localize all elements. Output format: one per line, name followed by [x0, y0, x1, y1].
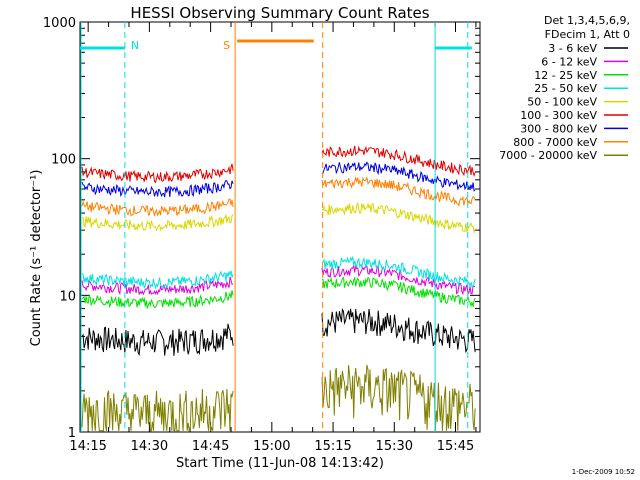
- y-tick-label: 1: [68, 426, 76, 441]
- series-line: [81, 163, 234, 184]
- series-line: [321, 364, 476, 431]
- series-line: [81, 388, 234, 432]
- series-line: [81, 213, 234, 232]
- x-tick-label: 15:15: [314, 439, 351, 454]
- series-line: [321, 145, 476, 178]
- series-line: [321, 263, 476, 296]
- chart-title: HESSI Observing Summary Count Rates: [130, 4, 429, 22]
- series-line: [81, 276, 234, 296]
- series-line: [321, 255, 476, 288]
- legend-header: Det 1,3,4,5,6,9, FDecim 1, Att 0: [544, 14, 630, 41]
- series-line: [81, 270, 234, 290]
- legend-label: 100 - 300 keV: [520, 109, 597, 122]
- legend-label: 25 - 50 keV: [534, 82, 597, 95]
- legend-label: 3 - 6 keV: [548, 42, 597, 55]
- y-axis-label: Count Rate (s⁻¹ detector⁻¹): [29, 170, 44, 347]
- legend-label: 800 - 7000 keV: [513, 136, 597, 149]
- x-axis-label: Start Time (11-Jun-08 14:13:42): [176, 456, 384, 471]
- legend-header-line-2: FDecim 1, Att 0: [545, 28, 630, 41]
- legend-label: 50 - 100 keV: [527, 96, 597, 109]
- legend-label: 300 - 800 keV: [520, 122, 597, 135]
- plot-frame: [79, 21, 481, 433]
- x-tick-label: 15:45: [437, 439, 474, 454]
- x-tick-label: 14:45: [192, 439, 229, 454]
- series-line: [81, 198, 234, 217]
- legend-label: 7000 - 20000 keV: [499, 149, 597, 162]
- series-line: [81, 179, 234, 198]
- series-line: [321, 276, 476, 308]
- series-line: [81, 323, 234, 356]
- x-tick-label: 14:30: [131, 439, 168, 454]
- footer-timestamp: 1-Dec-2009 10:52: [572, 468, 635, 476]
- series-line: [321, 308, 476, 354]
- x-tick-label: 15:00: [253, 439, 290, 454]
- legend-label: 6 - 12 keV: [541, 55, 597, 68]
- annotation-label: N: [131, 39, 139, 52]
- x-tick-label: 14:15: [69, 439, 106, 454]
- series-line: [81, 290, 234, 309]
- x-tick-label: 15:30: [376, 439, 413, 454]
- plot-area: 1 10 100 1000 14:15 14:30 14:45 15:00 15:15 15:30…: [43, 16, 481, 454]
- y-tick-label: 10: [59, 289, 76, 304]
- y-tick-label: 100: [51, 153, 76, 168]
- series-line: [321, 201, 476, 233]
- legend-label: 12 - 25 keV: [534, 69, 597, 82]
- y-tick-label: 1000: [43, 16, 76, 31]
- series-line: [321, 161, 476, 192]
- series-line: [321, 175, 476, 207]
- annotation-label: S: [223, 39, 230, 52]
- legend-header-line-1: Det 1,3,4,5,6,9,: [544, 14, 630, 27]
